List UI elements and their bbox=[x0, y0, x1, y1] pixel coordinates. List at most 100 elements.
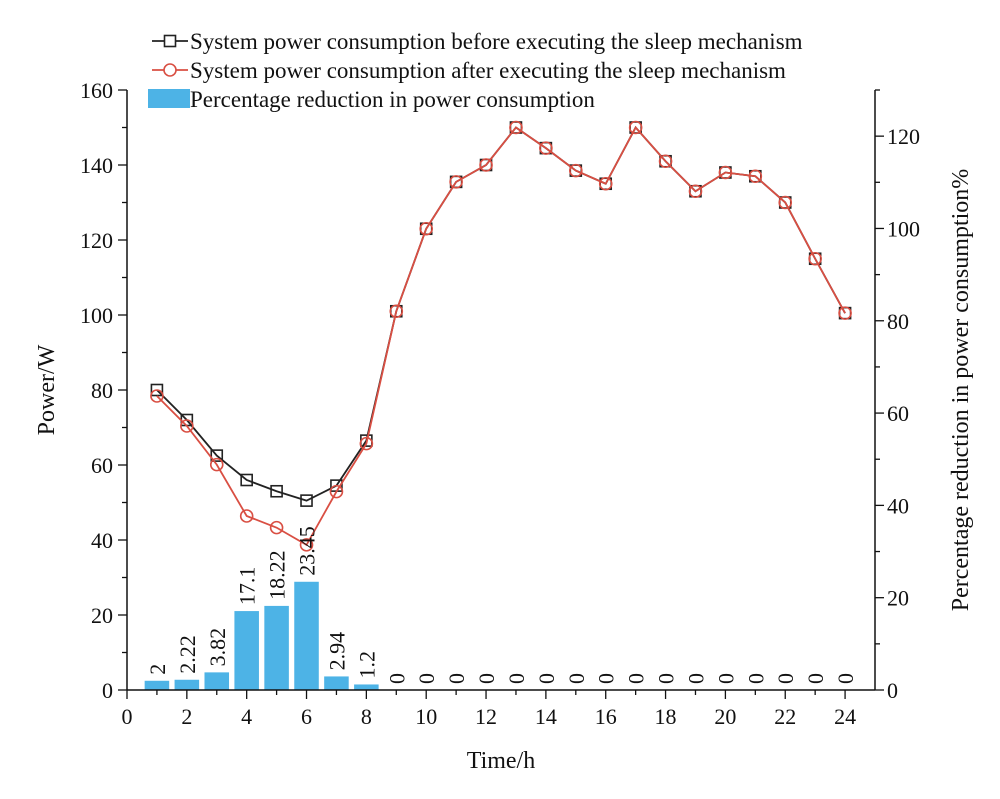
bar-data-label: 0 bbox=[654, 673, 679, 684]
point-square-3 bbox=[210, 449, 224, 462]
point-circle-3 bbox=[209, 457, 224, 472]
y2-axis-title: Percentage reduction in power consumptio… bbox=[948, 169, 974, 612]
x-tick-label: 16 bbox=[595, 704, 617, 729]
series-line-1 bbox=[156, 125, 846, 547]
bar-4 bbox=[234, 611, 259, 690]
x-tick-label: 8 bbox=[361, 704, 372, 729]
bar-5 bbox=[264, 605, 289, 690]
series-line-0 bbox=[156, 125, 846, 502]
bars-layer bbox=[144, 581, 379, 690]
bar-data-label: 0 bbox=[683, 673, 708, 684]
legend: System power consumption before executin… bbox=[148, 29, 803, 112]
point-circle-18 bbox=[658, 154, 673, 169]
legend-swatch-bar bbox=[148, 89, 190, 108]
point-circle-6 bbox=[299, 538, 314, 552]
point-circle-22 bbox=[778, 195, 793, 210]
labels-layer: 0 2 4 6 8 10 12 14 16 18 20 22 240204060801001201401… bbox=[34, 78, 974, 774]
point-circle-15 bbox=[568, 163, 583, 178]
bar-6 bbox=[294, 581, 319, 690]
x-tick-label: 20 bbox=[714, 704, 736, 729]
point-circle-24 bbox=[838, 306, 852, 320]
x-tick-label: 12 bbox=[475, 704, 497, 729]
bar-data-label: 0 bbox=[743, 673, 768, 684]
point-circle-1 bbox=[150, 389, 164, 403]
y-tick-label: 160 bbox=[80, 78, 113, 103]
point-circle-2 bbox=[180, 419, 194, 433]
bar-data-label: 0 bbox=[713, 673, 738, 684]
x-axis-title: Time/h bbox=[467, 748, 535, 774]
x-tick-label: 24 bbox=[834, 704, 856, 729]
point-circle-14 bbox=[539, 141, 553, 155]
point-circle-13 bbox=[509, 120, 523, 135]
bar-data-label: 0 bbox=[534, 673, 559, 684]
point-circle-9 bbox=[389, 304, 404, 319]
y-tick-label: 40 bbox=[91, 528, 113, 553]
bar-data-label: 0 bbox=[564, 673, 589, 684]
y2-tick-label: 40 bbox=[887, 493, 909, 518]
point-square-1 bbox=[150, 383, 164, 397]
y-tick-label: 20 bbox=[91, 603, 113, 628]
bar-data-label: 0 bbox=[803, 673, 828, 684]
bar-data-label: 0 bbox=[384, 673, 409, 684]
bar-data-label: 0 bbox=[504, 673, 529, 684]
y2-tick-label: 100 bbox=[887, 216, 920, 241]
x-tick-label: 0 bbox=[122, 704, 133, 729]
point-circle-21 bbox=[748, 169, 763, 184]
point-circle-7 bbox=[329, 484, 344, 499]
legend-label: System power consumption before executin… bbox=[190, 29, 803, 54]
bar-8 bbox=[354, 684, 379, 690]
y-tick-label: 140 bbox=[80, 153, 113, 178]
y-axis-title: Power/W bbox=[34, 344, 60, 435]
point-square-6 bbox=[300, 494, 313, 507]
y-tick-label: 100 bbox=[80, 303, 113, 328]
bar-data-label: 2.22 bbox=[175, 635, 200, 674]
y-tick-label: 0 bbox=[102, 678, 113, 703]
bar-data-label: 18.22 bbox=[265, 550, 290, 600]
y2-tick-label: 20 bbox=[887, 586, 909, 611]
legend-label: System power consumption after executing… bbox=[190, 58, 786, 83]
legend-marker-square bbox=[163, 34, 177, 48]
bar-data-label: 23.45 bbox=[295, 526, 320, 576]
point-circle-5 bbox=[269, 520, 284, 535]
bar-data-label: 0 bbox=[773, 673, 798, 684]
point-circle-23 bbox=[808, 251, 822, 266]
x-tick-label: 2 bbox=[181, 704, 192, 729]
point-circle-12 bbox=[479, 158, 493, 172]
y-tick-label: 60 bbox=[91, 453, 113, 478]
bar-1 bbox=[144, 680, 170, 690]
y2-tick-label: 120 bbox=[887, 124, 920, 149]
y-tick-label: 80 bbox=[91, 378, 113, 403]
x-tick-label: 10 bbox=[415, 704, 437, 729]
x-tick-label: 18 bbox=[655, 704, 677, 729]
point-circle-10 bbox=[419, 221, 434, 236]
point-circle-4 bbox=[239, 509, 254, 523]
bar-data-label: 2 bbox=[145, 664, 170, 675]
bar-data-label: 17.1 bbox=[235, 567, 260, 606]
point-circle-16 bbox=[598, 176, 613, 191]
point-square-4 bbox=[240, 473, 253, 487]
bar-data-label: 0 bbox=[474, 673, 499, 684]
point-circle-11 bbox=[449, 175, 463, 189]
bar-3 bbox=[204, 672, 230, 690]
x-tick-label: 4 bbox=[241, 704, 252, 729]
x-tick-label: 22 bbox=[774, 704, 796, 729]
bar-data-label: 3.82 bbox=[205, 628, 230, 667]
bar-data-label: 0 bbox=[624, 673, 649, 684]
lines-layer bbox=[150, 120, 852, 552]
point-circle-8 bbox=[359, 436, 374, 451]
axes-layer bbox=[118, 89, 884, 699]
bar-data-label: 2.94 bbox=[324, 632, 349, 671]
y2-tick-label: 60 bbox=[887, 401, 909, 426]
y2-tick-label: 80 bbox=[887, 309, 909, 334]
bar-7 bbox=[324, 676, 349, 690]
bar-data-label: 0 bbox=[444, 673, 469, 684]
legend-marker-circle bbox=[163, 63, 177, 77]
x-tick-label: 14 bbox=[535, 704, 557, 729]
bar-data-label: 0 bbox=[594, 673, 619, 684]
legend-label: Percentage reduction in power consumptio… bbox=[190, 87, 595, 112]
bar-data-label: 0 bbox=[833, 673, 858, 684]
bar-data-label: 1.2 bbox=[354, 651, 379, 679]
point-circle-17 bbox=[628, 120, 643, 135]
x-tick-label: 6 bbox=[301, 704, 312, 729]
